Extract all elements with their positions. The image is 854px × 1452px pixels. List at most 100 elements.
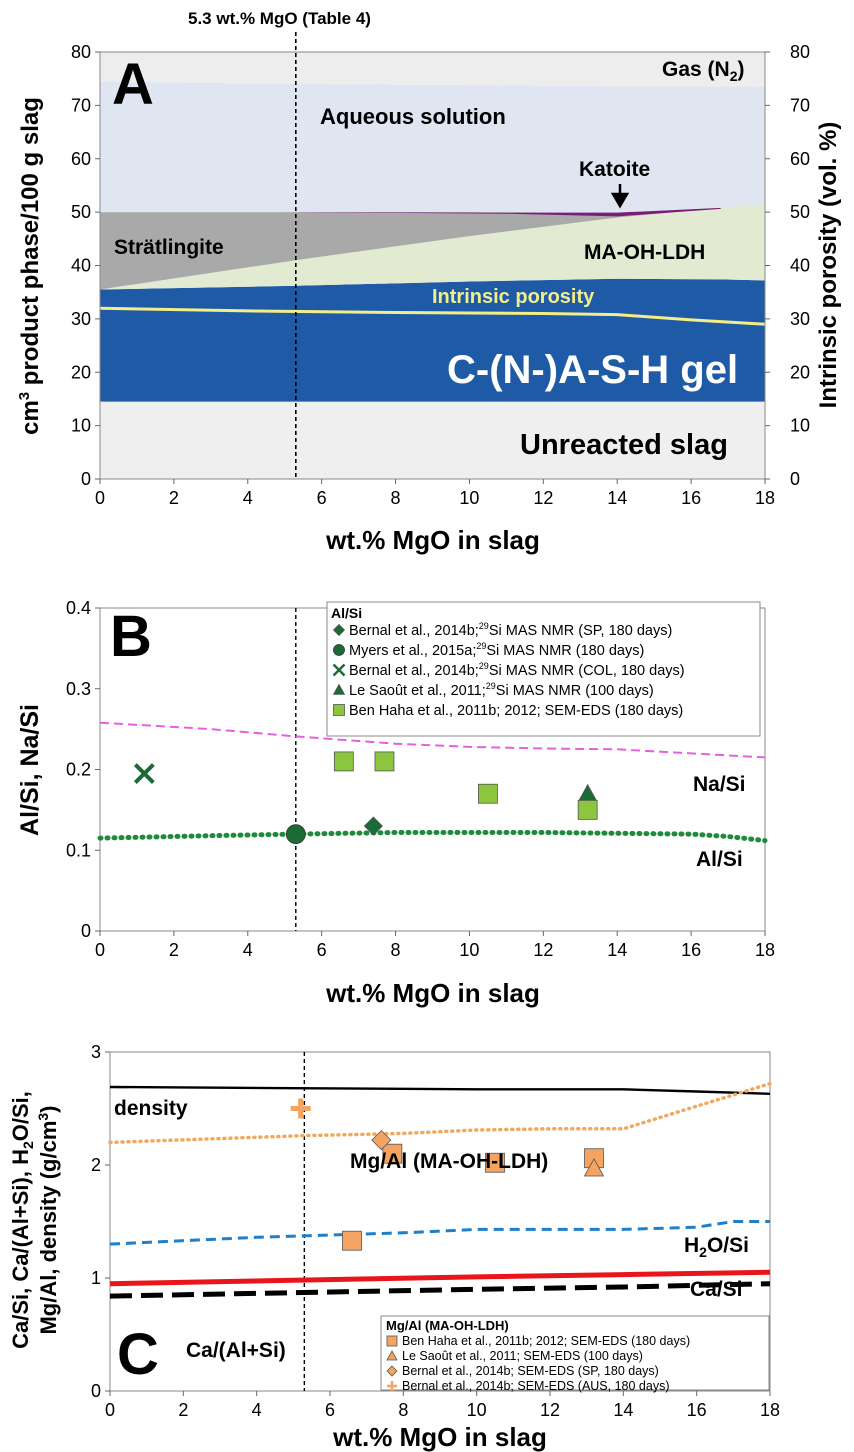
data-point-square	[333, 751, 354, 772]
x-tick-label: 16	[681, 488, 701, 508]
legend-marker-square	[333, 704, 345, 716]
gas-label: Gas (N2)	[662, 58, 744, 84]
x-tick-label: 6	[325, 1400, 335, 1420]
data-point-x	[133, 763, 155, 784]
legend-label: Le Saoût et al., 2011;29Si MAS NMR (100 …	[349, 681, 654, 699]
density-line	[109, 1085, 771, 1095]
x-tick-label: 2	[178, 1400, 188, 1420]
legend-label: Ben Haha et al., 2011b; 2012; SEM-EDS (1…	[349, 703, 683, 719]
x-tick-label: 14	[613, 1400, 633, 1420]
panel-a-letter: A	[112, 52, 154, 117]
panel-a-y2label: Intrinsic porosity (vol. %)	[815, 122, 842, 409]
x-tick-label: 18	[760, 1400, 780, 1420]
y2-tick-label: 50	[790, 202, 810, 222]
legend-label: Bernal et al., 2014b;29Si MAS NMR (SP, 1…	[349, 621, 672, 639]
legend-marker-square	[386, 1335, 398, 1347]
band-aqueous-solution	[100, 81, 765, 214]
panel-c-legend: Mg/Al (MA-OH-LDH) Ben Haha et al., 2011b…	[380, 1315, 770, 1393]
panel-c-points	[290, 1098, 605, 1251]
data-point-plus	[290, 1098, 311, 1119]
band-ma-oh-ldh	[100, 204, 765, 290]
h2o-si-label: H2O/Si	[684, 1234, 749, 1260]
y-tick-label: 80	[71, 42, 91, 62]
gel-label: C-(N-)A-S-H gel	[447, 348, 738, 392]
band-c-n-a-s-h-gel	[100, 278, 765, 402]
y-tick-label: 1	[91, 1268, 101, 1288]
panel-b-xlabel: wt.% MgO in slag	[325, 978, 540, 1008]
y-tick-label: 0.4	[66, 598, 91, 618]
stratlingite-label: Strätlingite	[114, 236, 224, 259]
band-gas-n2-	[100, 52, 765, 87]
panel-c-legend-items: Ben Haha et al., 2011b; 2012; SEM-EDS (1…	[386, 1334, 690, 1393]
ldh-label: MA-OH-LDH	[584, 241, 705, 264]
x-tick-label: 6	[317, 940, 327, 960]
y-tick-label: 0	[91, 1381, 101, 1401]
legend-label: Ben Haha et al., 2011b; 2012; SEM-EDS (1…	[402, 1334, 690, 1348]
aqueous-label: Aqueous solution	[320, 104, 506, 129]
y-tick-label: 0.1	[66, 840, 91, 860]
panel-b-legend-title: Al/Si	[331, 605, 362, 621]
x-tick-label: 12	[533, 940, 553, 960]
porosity-label: Intrinsic porosity	[432, 286, 595, 308]
y2-tick-label: 0	[790, 469, 800, 489]
panel-c-legend-title: Mg/Al (MA-OH-LDH)	[386, 1318, 509, 1333]
data-point-square	[342, 1230, 362, 1251]
y-tick-label: 10	[71, 416, 91, 436]
y2-tick-label: 70	[790, 95, 810, 115]
y-tick-label: 40	[71, 256, 91, 276]
al-si-line	[97, 830, 768, 844]
panel-b-letter: B	[110, 604, 152, 669]
panel-c-ylabel-line2: Mg/Al, density (g/cm3)	[35, 1105, 61, 1334]
legend-marker-diamond	[332, 623, 346, 637]
ca-si-label: Ca/Si	[690, 1278, 743, 1301]
x-tick-label: 16	[687, 1400, 707, 1420]
x-tick-label: 0	[105, 1400, 115, 1420]
data-point-square	[374, 751, 395, 772]
y-tick-label: 0.3	[66, 679, 91, 699]
ca-al-si-label: Ca/(Al+Si)	[186, 1339, 286, 1362]
panel-a-xlabel: wt.% MgO in slag	[325, 525, 540, 555]
y-tick-label: 20	[71, 362, 91, 382]
x-tick-label: 2	[169, 940, 179, 960]
panel-b-legend-items: Bernal et al., 2014b;29Si MAS NMR (SP, 1…	[332, 621, 685, 719]
panel-b-points	[133, 751, 598, 844]
na-si-line	[99, 721, 766, 759]
mg-al-label: Mg/Al (MA-OH-LDH)	[350, 1150, 548, 1173]
x-tick-label: 8	[391, 940, 401, 960]
data-point-square	[478, 783, 498, 804]
x-tick-label: 4	[252, 1400, 262, 1420]
ca-al-si-line	[109, 1281, 771, 1299]
y-tick-label: 2	[91, 1155, 101, 1175]
data-point-triangle	[577, 783, 598, 802]
x-tick-label: 6	[317, 488, 327, 508]
panel-b-legend-box	[326, 601, 761, 737]
data-point-square	[485, 1152, 505, 1173]
katoite-band	[277, 207, 721, 217]
header-annotation: 5.3 wt.% MgO (Table 4)	[188, 9, 371, 28]
data-point-diamond	[363, 816, 383, 836]
data-point-triangle	[583, 1158, 605, 1177]
x-tick-label: 16	[681, 940, 701, 960]
y-tick-label: 50	[71, 202, 91, 222]
data-point-square	[382, 1143, 403, 1164]
panel-b-ylabel: Al/Si, Na/Si	[16, 704, 44, 836]
y-tick-label: 60	[71, 149, 91, 169]
data-point-square	[577, 799, 598, 820]
na-si-label: Na/Si	[693, 773, 746, 796]
x-tick-label: 4	[243, 940, 253, 960]
panel-c-letter: C	[117, 1322, 159, 1387]
katoite-arrow	[610, 184, 630, 209]
y-tick-label: 70	[71, 95, 91, 115]
panel-b-ticks: 0 2 4 6 8 10 12 14 16 18 0 0.1 0.2 0.3 0.4	[66, 598, 775, 960]
legend-label: Myers et al., 2015a;29Si MAS NMR (180 da…	[349, 641, 644, 659]
legend-label: Le Saoût et al., 2011; SEM-EDS (100 days…	[402, 1349, 643, 1363]
y2-tick-label: 30	[790, 309, 810, 329]
x-tick-label: 0	[95, 940, 105, 960]
x-tick-label: 8	[398, 1400, 408, 1420]
y-tick-label: 3	[91, 1042, 101, 1062]
panel-c-legend-box	[380, 1315, 770, 1391]
legend-label: Bernal et al., 2014b;29Si MAS NMR (COL, …	[349, 661, 685, 679]
katoite-label: Katoite	[579, 158, 650, 181]
